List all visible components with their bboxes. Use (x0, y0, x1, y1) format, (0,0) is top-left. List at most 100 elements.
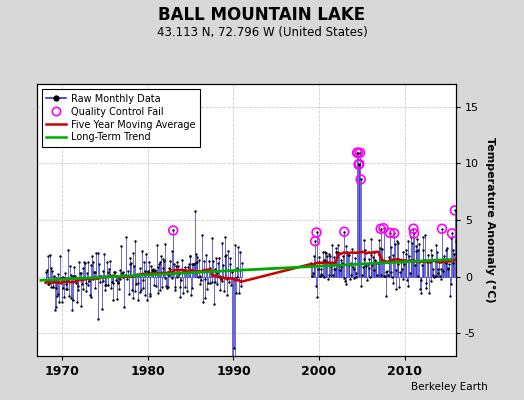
Point (377, 272, 386, 278)
Point (159, 264, 167, 271)
Point (363, 276, 372, 283)
Point (101, 287, 110, 293)
Point (231, 241, 239, 248)
Point (374, 252, 383, 258)
Point (102, 282, 111, 288)
Point (227, 268, 236, 275)
Point (336, 257, 345, 263)
Point (334, 262, 343, 268)
Point (82, 280, 91, 286)
Point (67, 295, 75, 301)
Point (319, 249, 327, 256)
Point (118, 270, 126, 277)
Point (419, 246, 427, 253)
Point (148, 267, 156, 273)
Point (409, 257, 417, 264)
Point (451, 207, 459, 214)
Point (158, 256, 167, 262)
Point (145, 259, 153, 266)
Point (415, 241, 423, 248)
Point (348, 264, 357, 270)
Point (447, 234, 455, 241)
Point (87, 262, 95, 268)
Point (158, 284, 166, 290)
Point (413, 273, 422, 280)
Point (386, 230, 394, 236)
Point (343, 249, 352, 255)
Point (128, 250, 137, 256)
Point (172, 274, 181, 280)
Point (313, 294, 321, 300)
Point (95, 261, 103, 268)
Point (51, 304, 60, 310)
Point (223, 275, 232, 282)
Point (227, 282, 235, 288)
Point (376, 245, 384, 251)
Point (222, 251, 230, 258)
Point (448, 230, 456, 236)
Point (186, 253, 194, 259)
Point (77, 270, 85, 276)
Point (417, 276, 425, 283)
Point (229, 357, 237, 364)
Point (361, 247, 369, 254)
Point (52, 285, 60, 292)
Point (235, 290, 243, 296)
Point (150, 268, 159, 274)
Point (356, 150, 364, 156)
Point (335, 251, 344, 258)
Point (71, 277, 80, 284)
Point (366, 274, 374, 280)
Point (365, 255, 374, 262)
Point (221, 234, 230, 240)
Point (210, 265, 219, 272)
Point (105, 266, 113, 272)
Text: BALL MOUNTAIN LAKE: BALL MOUNTAIN LAKE (158, 6, 366, 24)
Point (85, 292, 94, 298)
Point (48, 268, 56, 274)
Point (112, 277, 121, 283)
Point (330, 266, 339, 272)
Point (91, 284, 99, 291)
Point (213, 281, 221, 287)
Point (237, 282, 245, 289)
Point (399, 249, 407, 255)
Point (366, 252, 375, 258)
Point (419, 234, 428, 240)
Point (123, 268, 132, 274)
Point (97, 306, 106, 312)
Point (334, 241, 342, 248)
Point (445, 293, 454, 299)
Y-axis label: Temperature Anomaly (°C): Temperature Anomaly (°C) (486, 137, 496, 303)
Point (80, 258, 88, 265)
Point (403, 283, 412, 289)
Point (111, 269, 119, 276)
Point (225, 279, 233, 285)
Point (191, 260, 200, 266)
Point (93, 249, 102, 256)
Point (155, 261, 163, 267)
Point (163, 284, 172, 290)
Point (100, 250, 108, 257)
Point (200, 294, 209, 301)
Point (403, 276, 411, 283)
Point (397, 259, 405, 265)
Point (330, 254, 338, 260)
Point (351, 254, 359, 261)
Point (210, 300, 218, 307)
Point (358, 272, 366, 278)
Text: Berkeley Earth: Berkeley Earth (411, 382, 487, 392)
Point (412, 248, 420, 254)
Point (429, 265, 438, 272)
Point (56, 253, 64, 259)
Point (217, 278, 226, 285)
Point (152, 282, 160, 289)
Point (90, 269, 99, 275)
Point (340, 275, 348, 281)
Point (180, 267, 188, 274)
Point (109, 297, 117, 303)
Point (320, 257, 328, 264)
Point (118, 269, 127, 275)
Point (354, 161, 363, 168)
Point (195, 257, 203, 264)
